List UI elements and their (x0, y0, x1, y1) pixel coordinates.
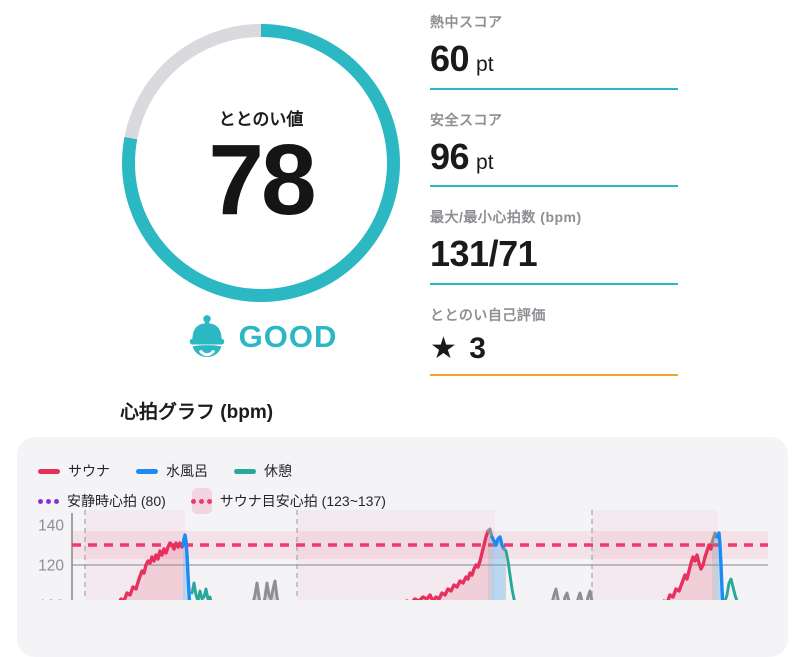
stat-label: 最大/最小心拍数 (bpm) (430, 209, 582, 226)
series-peak-cap-2a (486, 527, 494, 539)
totonoi-gauge-label: ととのい値 (218, 110, 304, 129)
stat-label: 安全スコア (430, 111, 503, 128)
legend-item: サウナ (38, 461, 110, 481)
totonoi-gauge-inner: ととのい値 78 (135, 37, 387, 289)
sauna-result-screen: { "colors": { "accent_teal": "#2BB8C3", … (17, 12, 788, 657)
series-rest-1 (190, 581, 213, 600)
series-rest-3 (723, 577, 739, 600)
legend-item: 休憩 (234, 461, 292, 481)
legend-swatch-resting_dotted-icon (38, 498, 59, 504)
sauna-hat-icon (185, 314, 229, 360)
stat-value: 96 pt (430, 135, 494, 177)
chart-legend: サウナ 水風呂 休憩安静時心拍 (80) サウナ目安心拍 (123~137) (38, 461, 386, 514)
score-stats: 熱中スコア 60 pt 安全スコア 96 pt 最大/最小心拍数 (bpm) 131/71 とと… (430, 12, 678, 396)
stat-safety-score: 安全スコア 96 pt (430, 110, 678, 188)
series-sauna-1 (118, 541, 185, 600)
stat-label: ととのい自己評価 (430, 306, 546, 323)
legend-item: 水風呂 (136, 461, 208, 481)
series-between-1 (252, 579, 280, 600)
totonoi-gauge: ととのい値 78 (122, 24, 400, 302)
legend-swatch-sauna-icon (38, 468, 60, 474)
totonoi-gauge-value: 78 (208, 124, 316, 236)
series-rest-2 (504, 549, 516, 600)
stat-value: 60 pt (430, 38, 494, 79)
fill-sauna-1 (120, 543, 183, 600)
legend-item: 安静時心拍 (80) (38, 491, 166, 511)
stat-label: 熱中スコア (430, 14, 503, 30)
fill-sauna-2 (414, 531, 488, 600)
fill-water-2 (492, 537, 504, 600)
series-peak-cap-3 (710, 531, 719, 545)
heart-rate-chart: 140 120 100 (38, 510, 768, 601)
fill-peak-cap-3 (712, 533, 717, 600)
legend-swatch-target_pink-icon (191, 488, 213, 514)
heart-rate-chart-card: サウナ 水風呂 休憩 安静時心拍 (80) サウナ目安心拍 (123~137) 140 1… (17, 437, 788, 657)
legend-swatch-rest-icon (234, 468, 256, 474)
series-between-2 (551, 587, 594, 600)
stat-self-rating[interactable]: ととのい自己評価 ★ 3 (430, 305, 678, 376)
fill-peak-cap-2a (488, 529, 492, 600)
phase-sauna (85, 510, 185, 600)
stat-value: ★ 3 (430, 331, 488, 365)
chart-title: 心拍グラフ (bpm) (120, 402, 274, 423)
status-label: GOOD (238, 319, 338, 354)
series-water-1 (181, 533, 192, 600)
series-sauna-2 (405, 529, 490, 600)
y-tick-label: 120 (38, 558, 64, 575)
fill-peak-cap-2b (504, 549, 506, 600)
stat-heat-score: 熱中スコア 60 pt (430, 12, 678, 90)
y-tick-label: 140 (38, 518, 64, 535)
phase-sauna (297, 510, 495, 600)
legend-swatch-water-icon (136, 468, 158, 474)
series-sauna-3 (662, 541, 714, 600)
stat-value: 131/71 (430, 233, 538, 275)
y-tick-label: 100 (38, 598, 64, 601)
status-row: GOOD (122, 314, 400, 360)
legend-item: サウナ目安心拍 (123~137) (191, 488, 386, 514)
series-water-3 (715, 531, 725, 600)
stat-max-min-hr: 最大/最小心拍数 (bpm) 131/71 (430, 207, 678, 285)
series-water-2 (490, 535, 506, 551)
